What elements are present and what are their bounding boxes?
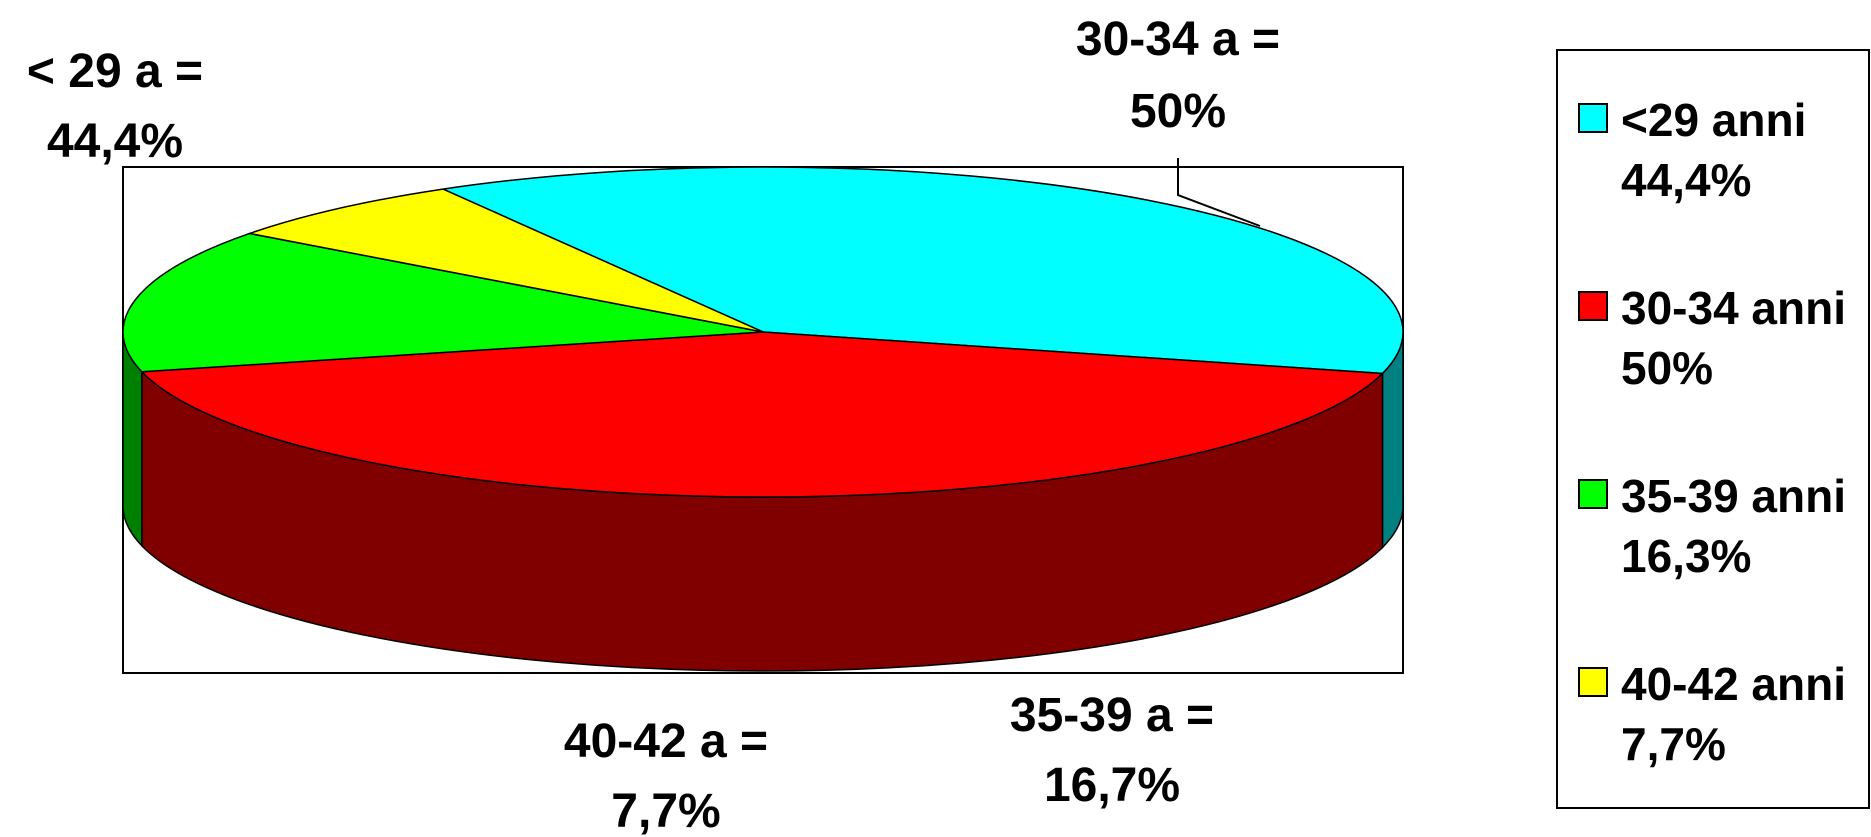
legend-label-35-39: 35-39 anni: [1621, 470, 1846, 522]
legend-swatch-30-34: [1578, 291, 1608, 321]
legend-label-30-34: 30-34 anni: [1621, 282, 1846, 334]
legend-frame: [1556, 49, 1870, 809]
data-value-30-34: 50%: [1130, 85, 1226, 138]
pie-slice-35-39: [122, 232, 764, 373]
data-label-29: < 29 a =: [27, 45, 203, 98]
data-label-35-39: 35-39 a =: [1010, 689, 1214, 742]
pie-tops: [122, 166, 1404, 498]
legend-value-30-34: 50%: [1621, 342, 1713, 394]
pie-slice-40-42: [246, 188, 764, 333]
data-label-30-34: 30-34 a =: [1076, 13, 1280, 66]
data-label-40-42: 40-42 a =: [564, 715, 768, 768]
legend: <29 anni 44,4% 30-34 anni 50% 35-39 anni…: [1556, 49, 1870, 809]
legend-swatch-40-42: [1578, 667, 1608, 697]
data-value-29: 44,4%: [47, 115, 183, 168]
legend-swatch-35-39: [1578, 479, 1608, 509]
legend-swatch-29: [1578, 103, 1608, 133]
legend-value-35-39: 16,3%: [1621, 530, 1751, 582]
legend-label-40-42: 40-42 anni: [1621, 658, 1846, 710]
legend-value-40-42: 7,7%: [1621, 718, 1726, 770]
legend-label-29: <29 anni: [1621, 94, 1806, 146]
pie-slice-30-34: [140, 331, 1385, 498]
data-value-35-39: 16,7%: [1044, 759, 1180, 812]
leader-line-30-34: [1177, 158, 1261, 227]
pie-slice-29: [440, 166, 1404, 375]
data-value-40-42: 7,7%: [611, 785, 720, 837]
legend-value-29: 44,4%: [1621, 154, 1751, 206]
